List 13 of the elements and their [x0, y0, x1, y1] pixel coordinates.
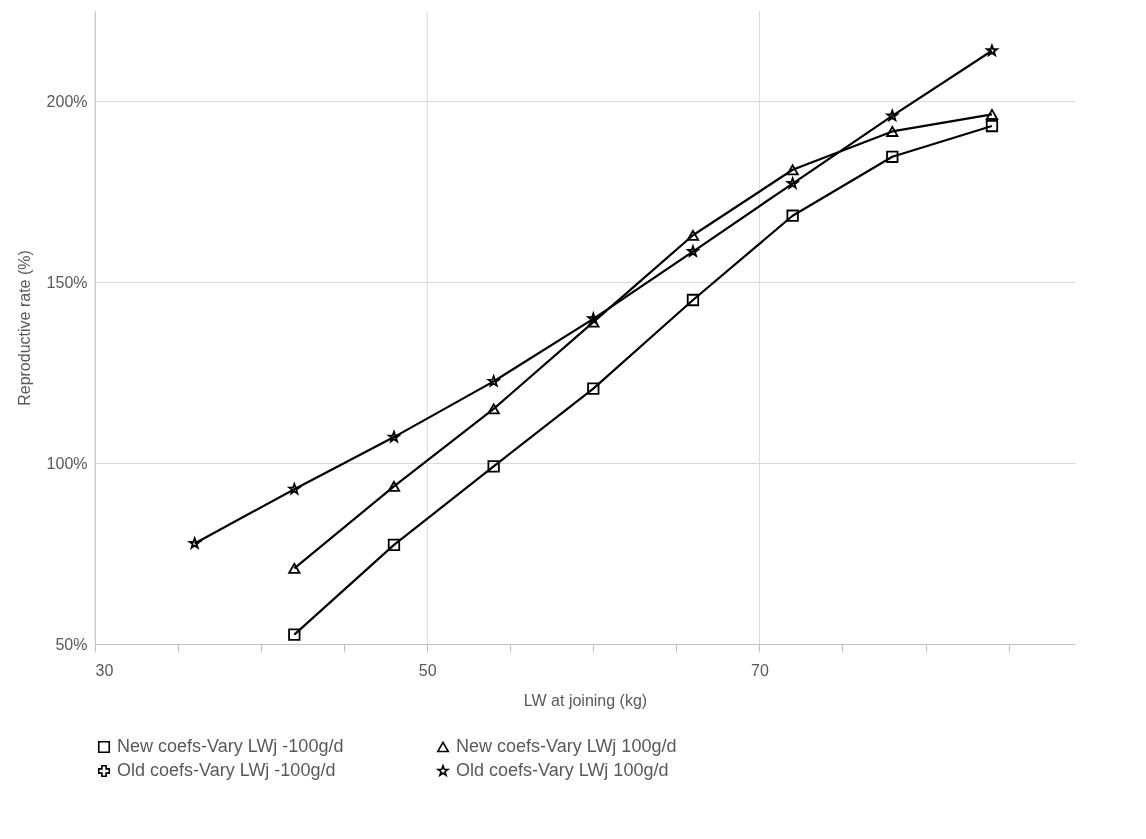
y-tick-label: 50% [55, 635, 88, 653]
y-axis-title: Reproductive rate (%) [15, 250, 33, 406]
x-tick-label: 30 [95, 661, 114, 679]
x-tick-label: 70 [751, 661, 769, 679]
x-axis-title: LW at joining (kg) [523, 691, 648, 709]
legend-label: Old coefs-Vary LWj 100g/d [456, 760, 669, 780]
x-tick-label: 50 [418, 661, 437, 679]
y-tick-label: 100% [46, 454, 88, 472]
y-tick-label: 150% [46, 273, 88, 291]
legend-label: New coefs-Vary LWj 100g/d [456, 736, 677, 756]
y-tick-label: 200% [46, 92, 88, 110]
legend-label: New coefs-Vary LWj -100g/d [117, 736, 344, 756]
legend-label: Old coefs-Vary LWj -100g/d [117, 760, 336, 780]
